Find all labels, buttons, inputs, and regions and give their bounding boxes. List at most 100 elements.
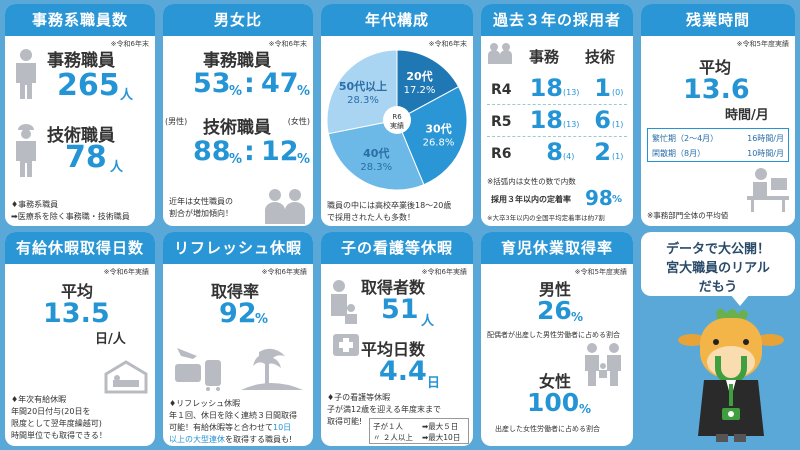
bubble-tail xyxy=(730,294,750,306)
average-days-label: 平均日数 xyxy=(361,340,426,359)
card-parental-leave: 育児休業取得率 ※令和5年度実績 男性 26 % 配偶者が出産した男性労働者に占… xyxy=(481,232,633,446)
pie-slice-label: 30代 xyxy=(425,122,451,136)
recipients-label: 取得者数 xyxy=(361,278,426,297)
col-tech-header: 技術 xyxy=(585,48,616,66)
female-label: (女性) xyxy=(287,117,310,126)
note-label: ※令和6年実績 xyxy=(103,268,149,276)
row-year: R6 xyxy=(491,146,512,162)
footnote-line: 以上の大型連休を取得する職員も! xyxy=(169,435,293,444)
desk-worker-icon xyxy=(747,168,789,212)
card-child-care-leave: 子の看護等休暇 ※令和6年実績 取得者数 51 人 平均日数 4.4 日 ♦子の… xyxy=(321,232,473,446)
footnote-line: 年１回、休日を除く連続３日間取得 xyxy=(169,411,297,420)
female-rate-unit: % xyxy=(579,402,592,416)
footnote: 近年は女性職員の 割合が増加傾向！ xyxy=(169,196,233,220)
travel-icon xyxy=(175,348,303,391)
tech-staff-value: 78 xyxy=(65,140,107,175)
footnote-title: ♦年次有給休暇 xyxy=(11,395,67,404)
average-days-unit: 日 xyxy=(427,376,441,391)
two-child-label: 〃 ２人以上 xyxy=(373,433,413,442)
footnote: ※事務部門全体の平均値 xyxy=(647,211,729,220)
days-box: 子が１人 ➡最大５日 〃 ２人以上 ➡最大10日 xyxy=(369,418,469,444)
row-tech-value: 2 xyxy=(594,138,611,166)
card-title: 年代構成 xyxy=(321,4,473,36)
overtime-unit: 時間/月 xyxy=(725,108,769,123)
pie-center-label: R6 xyxy=(392,113,402,121)
row-office-value: 18 xyxy=(529,106,563,134)
office-staff-label: 事務職員 xyxy=(203,51,271,71)
male-rate-unit: % xyxy=(571,310,584,324)
busy-value: 16時間/月 xyxy=(747,134,784,143)
bed-icon xyxy=(104,360,148,394)
pct-unit: % xyxy=(297,84,311,99)
bubble-line: データで大公開！ xyxy=(665,242,770,257)
footnote-line: 可能！有給休暇等と合わせて10日 xyxy=(169,423,292,432)
office-staff-unit: 人 xyxy=(120,88,134,103)
people-icon xyxy=(265,189,305,224)
footnote-text: ➡医療系を除く事務職・技術職員 xyxy=(11,212,130,221)
average-label: 平均 xyxy=(699,58,732,77)
busy-label: 繁忙期（2～4月） xyxy=(652,134,719,143)
card-title: 育児休業取得率 xyxy=(481,232,633,264)
row-divider xyxy=(487,104,627,105)
bubble-line: 宮大職員のリアル xyxy=(666,261,770,276)
row-year: R5 xyxy=(491,114,512,130)
pct-unit: % xyxy=(229,84,243,99)
two-child-value: ➡最大10日 xyxy=(422,433,461,442)
footnote: ♦子の看護等休暇 子が満12歳を迎える年度末まで 取得可能! xyxy=(327,392,441,428)
footnote-line: 職員の中には高校卒業後18～20歳 xyxy=(327,201,452,210)
note-label: ※令和6年実績 xyxy=(421,268,467,276)
pie-slice xyxy=(396,49,460,121)
office-female-ratio: 47 xyxy=(261,68,299,99)
rate-label: 取得率 xyxy=(211,282,260,301)
footnote: ♦リフレッシュ休暇 年１回、休日を除く連続３日間取得 可能！有給休暇等と合わせて… xyxy=(169,398,311,446)
footnote: 職員の中には高校卒業後18～20歳 で採用された人も多数！ xyxy=(327,200,451,224)
quiet-value: 10時間/月 xyxy=(747,149,784,158)
row-tech-value: 1 xyxy=(594,74,611,102)
bubble-line: だもう xyxy=(698,280,738,295)
speech-bubble: データで大公開！ 宮大職員のリアル だもう xyxy=(641,232,795,296)
tech-male-ratio: 88 xyxy=(193,136,231,167)
note-label: ※令和6年末 xyxy=(428,40,467,48)
row-tech-female: (1) xyxy=(612,152,624,161)
note-label: ※令和6年実績 xyxy=(261,268,307,276)
card-gender-ratio: 男女比 ※令和6年末 事務職員 53 % : 47 % (男性) (女性) 技術… xyxy=(163,4,313,226)
parent-child-icon xyxy=(331,280,359,356)
footnote-line: 近年は女性職員の xyxy=(169,197,233,206)
office-staff-value: 265 xyxy=(57,68,120,103)
footnote-line: 子が満12歳を迎える年度末まで xyxy=(327,405,441,414)
footnote-line: 割合が増加傾向！ xyxy=(169,209,233,218)
male-rate-value: 26 xyxy=(537,296,572,325)
footnote-title: ♦リフレッシュ休暇 xyxy=(169,399,241,408)
paid-leave-unit: 日/人 xyxy=(95,332,126,347)
card-staff-count: 事務系職員数 ※令和6年末 事務職員 265 人 技術職員 78 人 ♦事務系職… xyxy=(5,4,155,226)
footnote-title: ♦子の看護等休暇 xyxy=(327,393,391,402)
row-divider xyxy=(487,136,627,137)
female-label: 女性 xyxy=(539,372,572,391)
male-label: 男性 xyxy=(539,280,572,299)
card-paid-leave: 有給休暇取得日数 ※令和6年実績 平均 13.5 日/人 ♦年次有給休暇 年間2… xyxy=(5,232,155,446)
retention-unit: % xyxy=(612,194,623,205)
footnote-line: で採用された人も多数！ xyxy=(327,213,415,222)
card-overtime: 残業時間 ※令和5年度実績 平均 13.6 時間/月 繁忙期（2～4月） 16時… xyxy=(641,4,795,226)
card-title: 男女比 xyxy=(163,4,313,36)
pie-slice xyxy=(327,119,425,191)
col-office-header: 事務 xyxy=(529,48,560,66)
card-title: リフレッシュ休暇 xyxy=(163,232,313,264)
female-desc: 出産した女性労働者に占める割合 xyxy=(495,425,600,433)
pie-center-label: 実績 xyxy=(390,121,404,130)
male-desc: 配偶者が出産した男性労働者に占める割合 xyxy=(487,331,620,339)
paren-note: ※括弧内は女性の数で内数 xyxy=(487,177,576,186)
row-office-value: 8 xyxy=(546,138,563,166)
row-office-value: 18 xyxy=(529,74,563,102)
row-office-female: (4) xyxy=(563,152,575,161)
pie-slice xyxy=(326,49,398,135)
pie-slice-value: 28.3% xyxy=(360,162,392,173)
card-title: 子の看護等休暇 xyxy=(321,232,473,264)
pie-slice-label: 20代 xyxy=(406,69,432,83)
male-label: (男性) xyxy=(165,117,188,126)
recipients-value: 51 xyxy=(381,294,419,325)
retention-value: 98 xyxy=(585,186,613,210)
office-staff-label: 事務職員 xyxy=(47,51,115,71)
note-label: ※令和6年末 xyxy=(268,40,307,48)
